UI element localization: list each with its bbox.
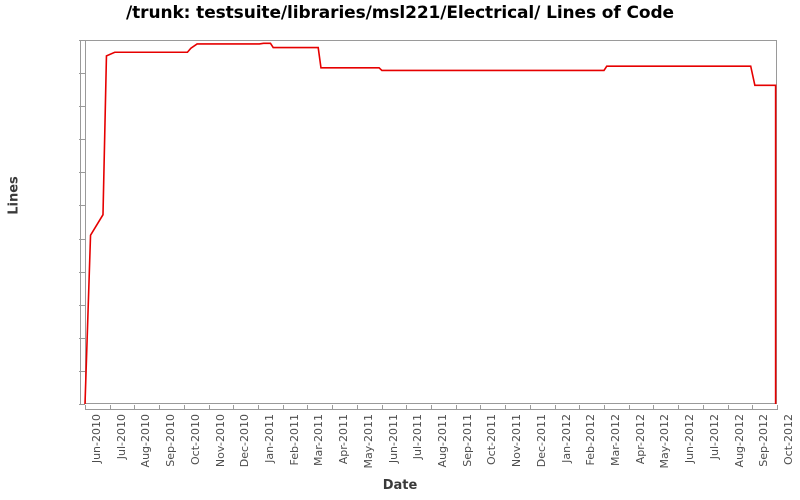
y-tick-mark xyxy=(79,337,85,339)
x-tick-mark xyxy=(159,405,160,410)
x-tick-label: Sep-2011 xyxy=(461,414,474,467)
x-tick-label: Jul-2011 xyxy=(411,414,424,460)
x-tick-mark xyxy=(85,405,86,410)
x-tick-mark xyxy=(777,405,778,410)
x-tick-mark xyxy=(431,405,432,410)
x-tick-label: Mar-2011 xyxy=(312,414,325,467)
x-tick-mark xyxy=(555,405,556,410)
x-tick-mark xyxy=(209,405,210,410)
x-tick-mark xyxy=(332,405,333,410)
y-tick-mark xyxy=(79,271,85,273)
x-tick-label: Apr-2012 xyxy=(634,414,647,465)
x-tick-label: Mar-2012 xyxy=(609,414,622,467)
x-tick-mark xyxy=(505,405,506,410)
x-tick-label: Jan-2012 xyxy=(560,414,573,463)
y-tick-mark xyxy=(79,139,85,141)
x-tick-mark xyxy=(258,405,259,410)
x-tick-label: Nov-2011 xyxy=(510,414,523,468)
y-tick-mark xyxy=(79,238,85,240)
x-tick-label: Oct-2011 xyxy=(485,414,498,465)
x-tick-label: Jul-2010 xyxy=(115,414,128,460)
x-tick-label: Sep-2012 xyxy=(757,414,770,467)
x-tick-mark xyxy=(283,405,284,410)
x-tick-label: Oct-2012 xyxy=(782,414,795,465)
x-tick-label: Jun-2010 xyxy=(90,414,103,464)
x-tick-label: Jun-2011 xyxy=(387,414,400,464)
x-tick-mark xyxy=(480,405,481,410)
x-tick-mark xyxy=(653,405,654,410)
x-tick-mark xyxy=(382,405,383,410)
x-tick-mark xyxy=(184,405,185,410)
chart-title: /trunk: testsuite/libraries/msl221/Elect… xyxy=(126,3,674,23)
x-tick-mark xyxy=(406,405,407,410)
x-tick-mark xyxy=(728,405,729,410)
y-tick-mark xyxy=(79,172,85,174)
y-tick-mark xyxy=(79,106,85,108)
x-tick-mark xyxy=(134,405,135,410)
x-tick-label: May-2012 xyxy=(658,414,671,469)
series-line-lines-of-code xyxy=(85,43,776,404)
y-tick-mark xyxy=(79,205,85,207)
x-tick-mark xyxy=(456,405,457,410)
x-tick-mark xyxy=(752,405,753,410)
x-tick-mark xyxy=(703,405,704,410)
x-tick-mark xyxy=(530,405,531,410)
x-tick-label: Dec-2010 xyxy=(238,414,251,468)
x-tick-label: Nov-2010 xyxy=(214,414,227,468)
x-tick-label: Feb-2011 xyxy=(288,414,301,466)
x-tick-label: Sep-2010 xyxy=(164,414,177,467)
x-tick-label: Jul-2012 xyxy=(708,414,721,460)
x-tick-label: Aug-2011 xyxy=(436,414,449,468)
x-tick-label: Apr-2011 xyxy=(337,414,350,465)
data-series-line xyxy=(85,40,777,404)
x-tick-mark xyxy=(357,405,358,410)
y-axis-label: Lines xyxy=(6,176,22,215)
y-tick-mark xyxy=(79,304,85,306)
x-tick-label: Dec-2011 xyxy=(535,414,548,468)
plot-area xyxy=(85,40,777,404)
y-tick-mark xyxy=(79,404,85,405)
x-tick-mark xyxy=(604,405,605,410)
x-tick-label: Jun-2012 xyxy=(683,414,696,464)
x-tick-mark xyxy=(110,405,111,410)
x-tick-label: Feb-2012 xyxy=(584,414,597,466)
x-tick-label: Aug-2010 xyxy=(139,414,152,468)
x-tick-mark xyxy=(233,405,234,410)
x-axis-label: Date xyxy=(382,478,418,493)
y-tick-mark xyxy=(79,370,85,372)
x-tick-label: Jan-2011 xyxy=(263,414,276,463)
x-tick-label: Aug-2012 xyxy=(733,414,746,468)
plot-outer-left-rule xyxy=(80,40,81,404)
x-tick-mark xyxy=(678,405,679,410)
x-tick-mark xyxy=(579,405,580,410)
y-tick-mark xyxy=(79,40,85,41)
x-tick-mark xyxy=(629,405,630,410)
x-tick-label: Oct-2010 xyxy=(189,414,202,465)
x-tick-mark xyxy=(307,405,308,410)
y-tick-mark xyxy=(79,73,85,75)
x-tick-label: May-2011 xyxy=(362,414,375,469)
